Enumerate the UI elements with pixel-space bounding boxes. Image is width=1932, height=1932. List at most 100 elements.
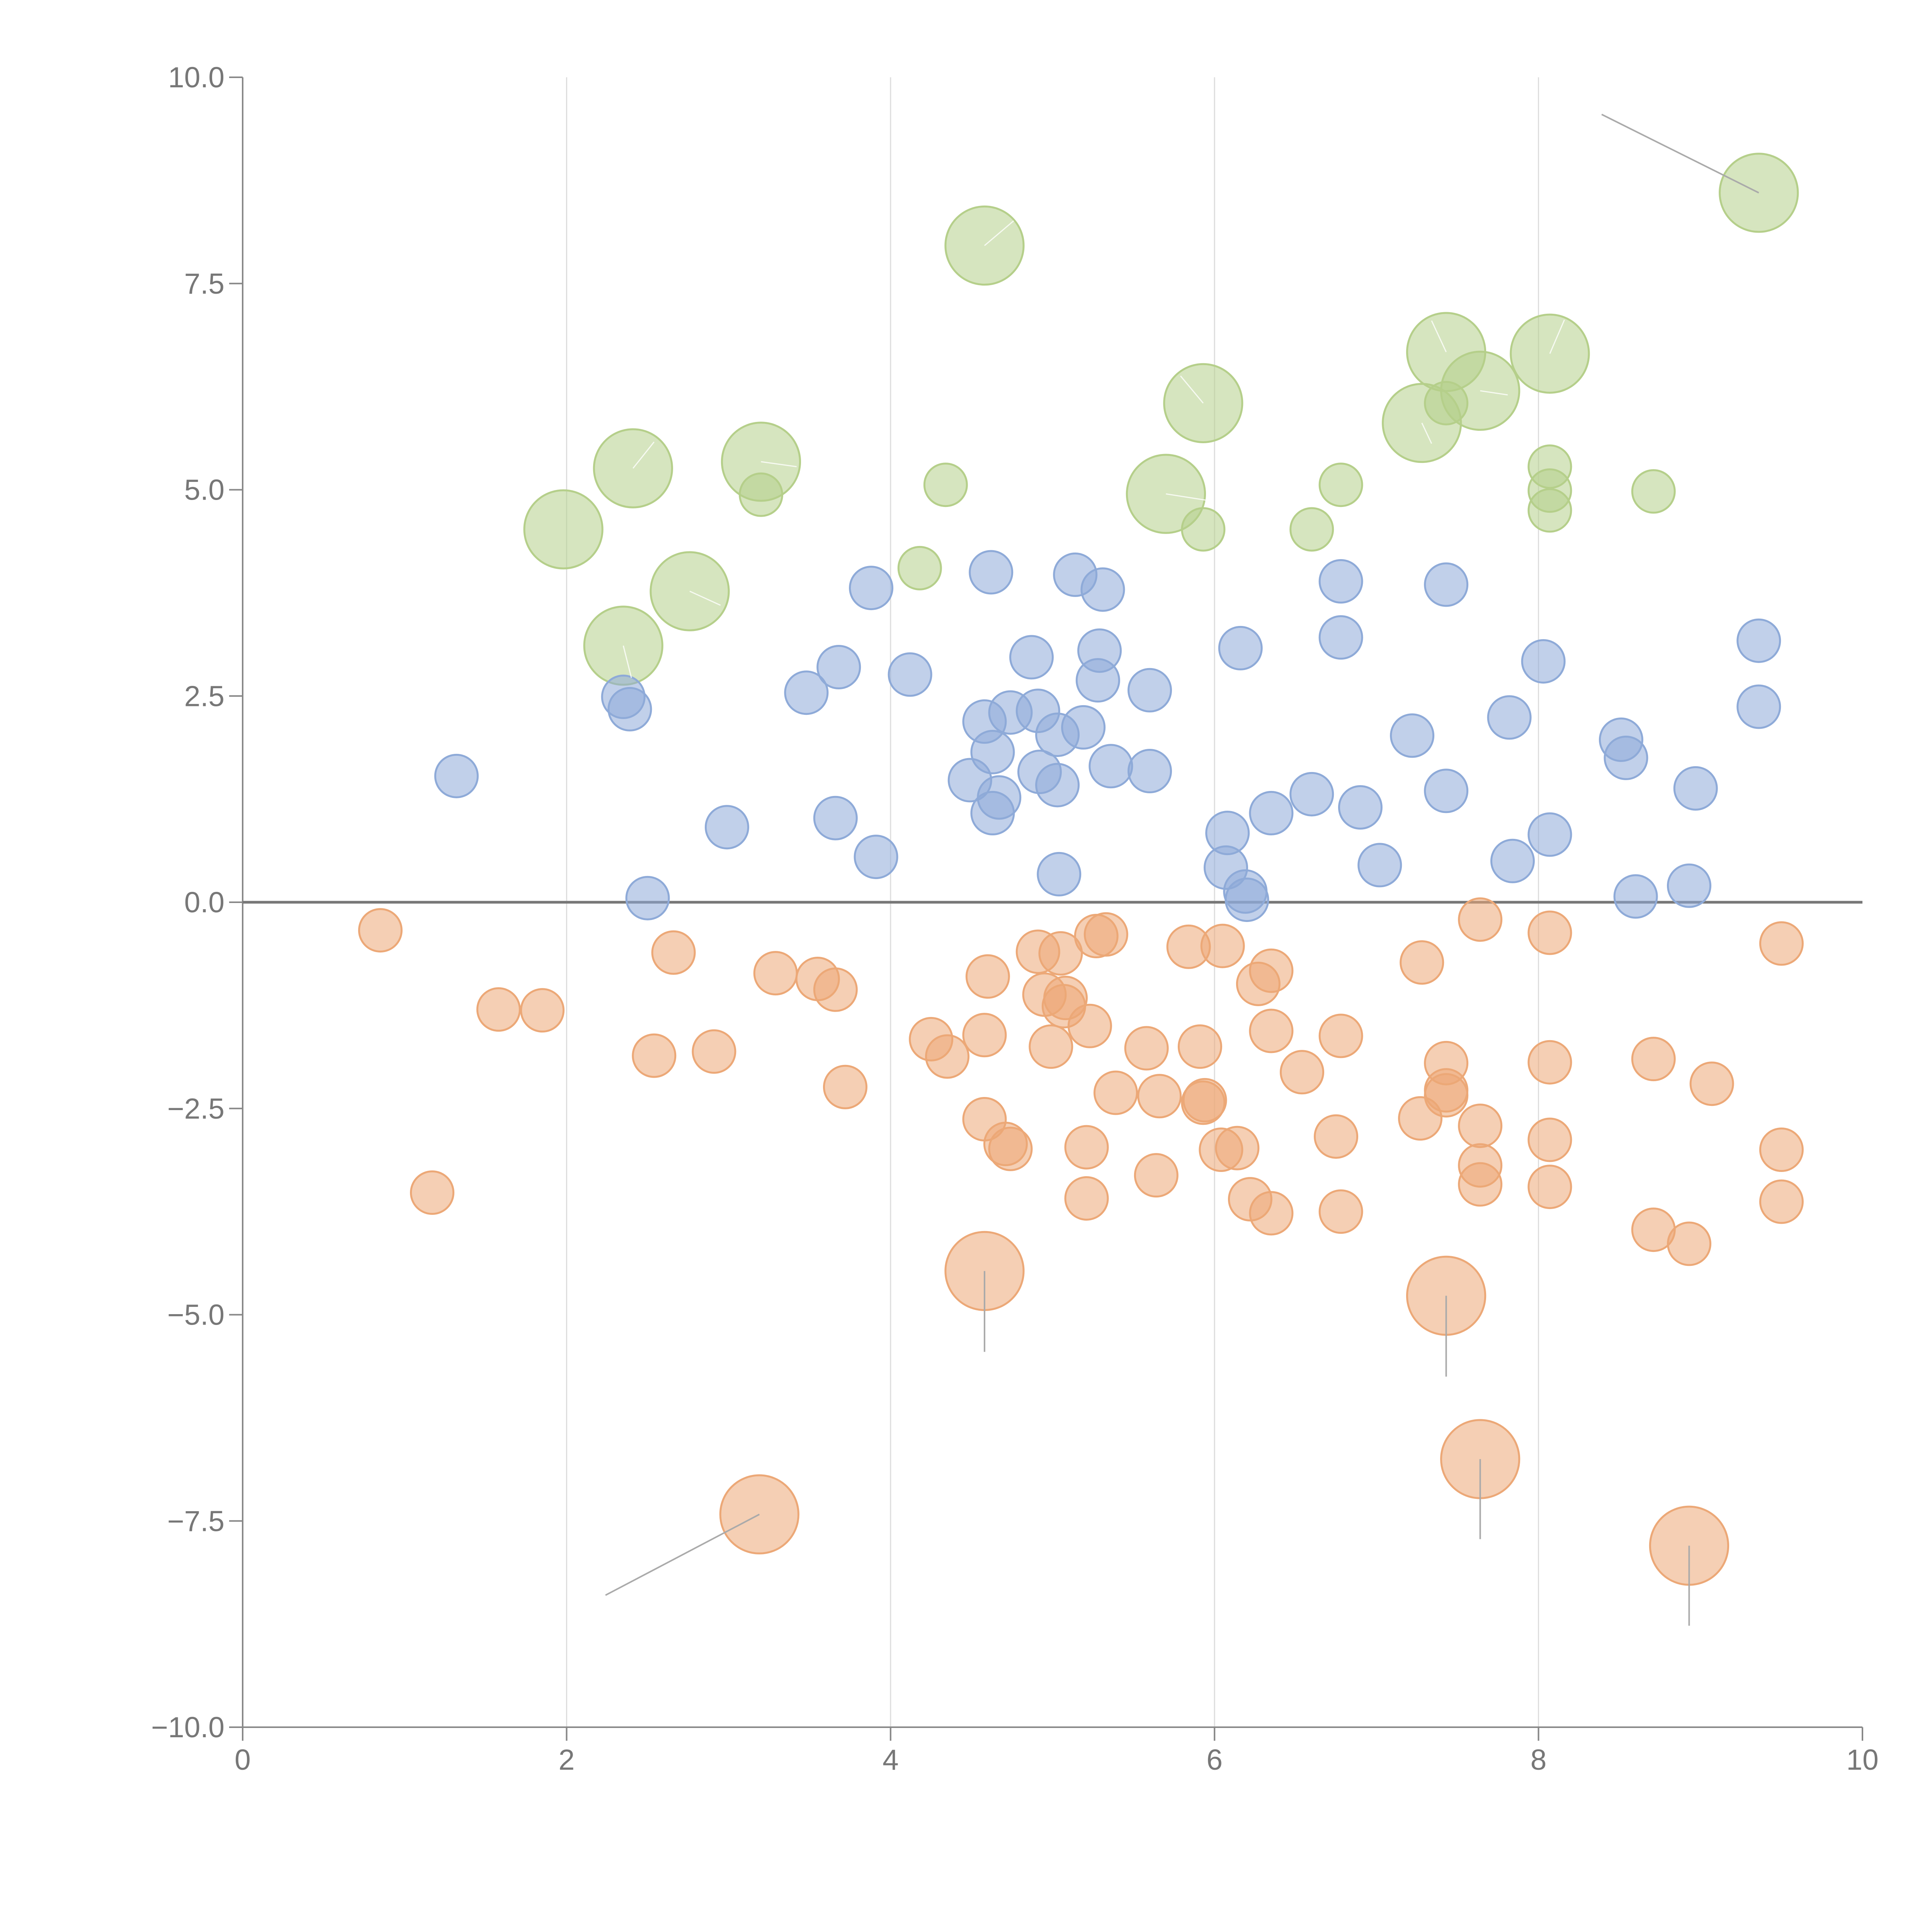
point-orange — [1631, 1037, 1676, 1082]
point-blue — [704, 805, 749, 850]
point-orange — [1318, 1189, 1363, 1234]
point-blue — [1218, 626, 1263, 670]
point-orange — [1038, 931, 1083, 976]
point-orange — [1424, 1073, 1469, 1118]
point-blue — [1128, 749, 1172, 794]
point-orange — [1759, 921, 1804, 966]
point-blue — [1527, 812, 1572, 857]
point-green — [1527, 488, 1572, 533]
y-tick-label: 10.0 — [168, 61, 224, 94]
point-green — [897, 546, 942, 590]
leader-line — [689, 590, 721, 606]
point-orange — [1249, 948, 1294, 993]
leader-line — [633, 441, 655, 469]
point-blue — [434, 753, 479, 798]
point-orange — [1182, 1078, 1227, 1122]
point-orange — [1527, 1117, 1572, 1162]
leader-lines — [605, 114, 1759, 1626]
x-tick-label: 10 — [1846, 1743, 1878, 1776]
point-orange — [965, 954, 1010, 999]
point-orange — [1067, 1003, 1112, 1048]
point-orange — [476, 987, 521, 1032]
leader-line — [1421, 422, 1432, 444]
point-blue — [977, 775, 1022, 820]
point-orange — [1177, 1024, 1222, 1069]
point-orange — [1527, 1040, 1572, 1085]
x-tick-label: 8 — [1531, 1743, 1547, 1776]
leader-line — [1549, 320, 1565, 354]
point-orange — [692, 1029, 736, 1074]
y-tick-label: 2.5 — [184, 680, 224, 712]
y-tick-label: 0.0 — [184, 886, 224, 918]
point-blue — [625, 876, 670, 920]
point-orange — [1249, 1191, 1294, 1236]
point-blue — [1390, 713, 1435, 758]
leader-line — [984, 220, 1014, 246]
point-blue — [1289, 772, 1334, 816]
point-orange — [1064, 1125, 1109, 1170]
point-orange — [520, 988, 565, 1033]
y-tick-label: −7.5 — [167, 1505, 224, 1537]
point-blue — [607, 687, 652, 731]
point-blue — [1128, 668, 1172, 713]
point-blue — [1338, 785, 1383, 830]
point-orange — [1458, 1162, 1503, 1207]
point-blue — [1424, 769, 1469, 813]
leader-line — [1601, 114, 1759, 194]
point-green — [583, 605, 663, 686]
point-blue — [1061, 705, 1106, 750]
point-blue — [813, 796, 858, 840]
point-orange — [1134, 1153, 1179, 1198]
point-blue — [1035, 763, 1080, 808]
point-blue — [854, 835, 898, 879]
point-blue — [969, 550, 1014, 595]
point-orange — [1314, 1114, 1359, 1159]
point-blue — [1604, 735, 1648, 780]
point-blue — [1249, 791, 1294, 835]
point-green — [1318, 463, 1363, 507]
point-green — [1289, 507, 1334, 552]
point-orange — [1064, 1176, 1109, 1221]
point-blue — [1088, 744, 1133, 789]
point-orange — [1280, 1050, 1325, 1095]
point-orange — [1124, 1026, 1169, 1071]
point-green — [923, 463, 968, 507]
point-orange — [1318, 1014, 1363, 1058]
y-tick-label: −10.0 — [151, 1711, 224, 1743]
y-tick-label: 5.0 — [184, 474, 224, 506]
point-orange — [813, 967, 858, 1012]
point-orange — [1527, 910, 1572, 955]
x-tick-label: 2 — [559, 1743, 575, 1776]
point-blue — [1736, 618, 1781, 663]
point-blue — [1673, 766, 1718, 811]
point-blue — [849, 566, 893, 611]
leader-line — [761, 461, 797, 468]
point-blue — [970, 730, 1015, 774]
point-orange — [1029, 1024, 1073, 1069]
point-orange — [1458, 897, 1503, 942]
y-tick-label: −5.0 — [167, 1299, 224, 1331]
point-orange — [1215, 1126, 1260, 1170]
point-blue — [1521, 639, 1566, 684]
point-orange — [651, 930, 696, 975]
point-blue — [1009, 635, 1054, 680]
point-blue — [1487, 695, 1532, 740]
point-orange — [1759, 1179, 1804, 1224]
point-orange — [753, 951, 798, 996]
point-blue — [888, 652, 932, 697]
point-blue — [1077, 628, 1122, 673]
point-orange — [925, 1034, 970, 1079]
x-tick-label: 0 — [235, 1743, 251, 1776]
point-blue — [1736, 684, 1781, 729]
point-blue — [816, 645, 861, 690]
y-tick-label: 7.5 — [184, 267, 224, 300]
point-green — [1631, 469, 1676, 514]
point-green — [738, 472, 783, 517]
point-orange — [988, 1126, 1033, 1171]
point-orange — [1458, 1104, 1503, 1148]
point-orange — [358, 908, 403, 953]
point-blue — [784, 670, 829, 715]
point-orange — [1527, 1165, 1572, 1209]
